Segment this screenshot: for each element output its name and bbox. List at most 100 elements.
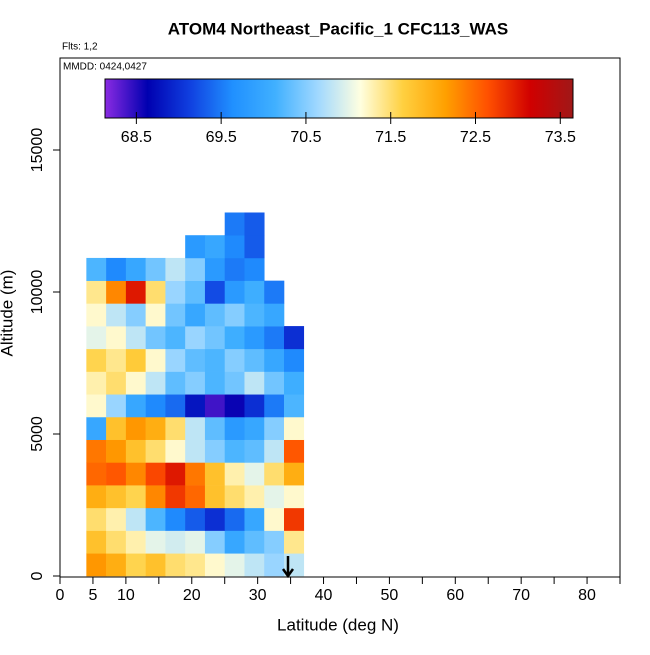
- cell: [224, 212, 245, 236]
- cell: [125, 416, 146, 440]
- cell: [86, 257, 107, 281]
- cell: [284, 371, 305, 395]
- cell: [145, 485, 166, 509]
- cell: [204, 530, 226, 554]
- cell: [284, 439, 305, 463]
- cell: [224, 462, 245, 486]
- cell: [106, 280, 127, 304]
- x-axis-label: Latitude (deg N): [277, 615, 399, 634]
- cell: [106, 326, 127, 350]
- cell: [264, 530, 285, 554]
- x-tick-label: 20: [183, 587, 201, 604]
- cell: [86, 507, 107, 531]
- cell: [264, 394, 285, 418]
- cell: [244, 326, 265, 350]
- cell: [185, 507, 206, 531]
- cell: [244, 280, 265, 304]
- cell: [224, 280, 245, 304]
- colorbar-tick-label: 69.5: [206, 129, 237, 146]
- cell: [165, 439, 186, 463]
- cell: [86, 439, 107, 463]
- cell: [125, 348, 146, 372]
- cell: [165, 257, 186, 281]
- cell: [145, 303, 166, 327]
- cell: [86, 280, 107, 304]
- cell: [224, 394, 245, 418]
- cell: [125, 257, 146, 281]
- x-tick-label: 10: [117, 587, 135, 604]
- cell: [224, 530, 245, 554]
- cell: [204, 462, 226, 486]
- cell: [145, 394, 166, 418]
- cell: [106, 485, 127, 509]
- cell: [185, 280, 206, 304]
- cell: [165, 485, 186, 509]
- cell: [86, 348, 107, 372]
- cell: [244, 212, 265, 236]
- cell: [185, 416, 206, 440]
- cell: [244, 235, 265, 259]
- chart-title: ATOM4 Northeast_Pacific_1 CFC113_WAS: [168, 19, 508, 38]
- cell: [224, 348, 245, 372]
- colorbar: [104, 78, 574, 119]
- cell: [125, 462, 146, 486]
- cell: [185, 439, 206, 463]
- cell: [264, 326, 285, 350]
- cell: [86, 326, 107, 350]
- cell: [284, 462, 305, 486]
- cell: [125, 303, 146, 327]
- cell: [244, 257, 265, 281]
- cell: [106, 439, 127, 463]
- cell: [106, 394, 127, 418]
- cell: [204, 485, 226, 509]
- cell: [224, 326, 245, 350]
- colorbar-tick-label: 72.5: [460, 129, 491, 146]
- cell: [224, 371, 245, 395]
- cell: [185, 326, 206, 350]
- flights-note: Flts: 1,2: [62, 42, 98, 53]
- cell: [165, 394, 186, 418]
- cell: [264, 553, 285, 577]
- arrow: [281, 556, 295, 579]
- cell: [125, 280, 146, 304]
- cell: [165, 280, 186, 304]
- cell: [185, 462, 206, 486]
- cell: [185, 235, 206, 259]
- cell: [106, 507, 127, 531]
- cell: [106, 257, 127, 281]
- cell: [145, 462, 166, 486]
- cell: [244, 553, 265, 577]
- cell: [125, 553, 146, 577]
- cell: [244, 416, 265, 440]
- y-axis-label: Altitude (m): [0, 270, 16, 357]
- cell: [204, 371, 226, 395]
- cell: [284, 348, 305, 372]
- cell: [284, 326, 305, 350]
- cell: [165, 553, 186, 577]
- cell: [106, 371, 127, 395]
- cell: [204, 235, 226, 259]
- cell: [264, 439, 285, 463]
- cell: [185, 530, 206, 554]
- cell: [145, 326, 166, 350]
- cell: [224, 235, 245, 259]
- cell: [165, 348, 186, 372]
- cell: [244, 439, 265, 463]
- date-note: MMDD: 0424,0427: [63, 62, 147, 73]
- cell: [244, 507, 265, 531]
- cell: [125, 326, 146, 350]
- cell: [224, 485, 245, 509]
- x-tick-label: 60: [446, 587, 464, 604]
- cell: [264, 485, 285, 509]
- plot-frame: [59, 57, 621, 578]
- cell: [264, 507, 285, 531]
- cell: [244, 530, 265, 554]
- cell: [224, 416, 245, 440]
- cell: [145, 280, 166, 304]
- cell: [86, 485, 107, 509]
- cell: [204, 326, 226, 350]
- cell: [106, 348, 127, 372]
- cell: [224, 439, 245, 463]
- cell: [204, 416, 226, 440]
- cell: [244, 371, 265, 395]
